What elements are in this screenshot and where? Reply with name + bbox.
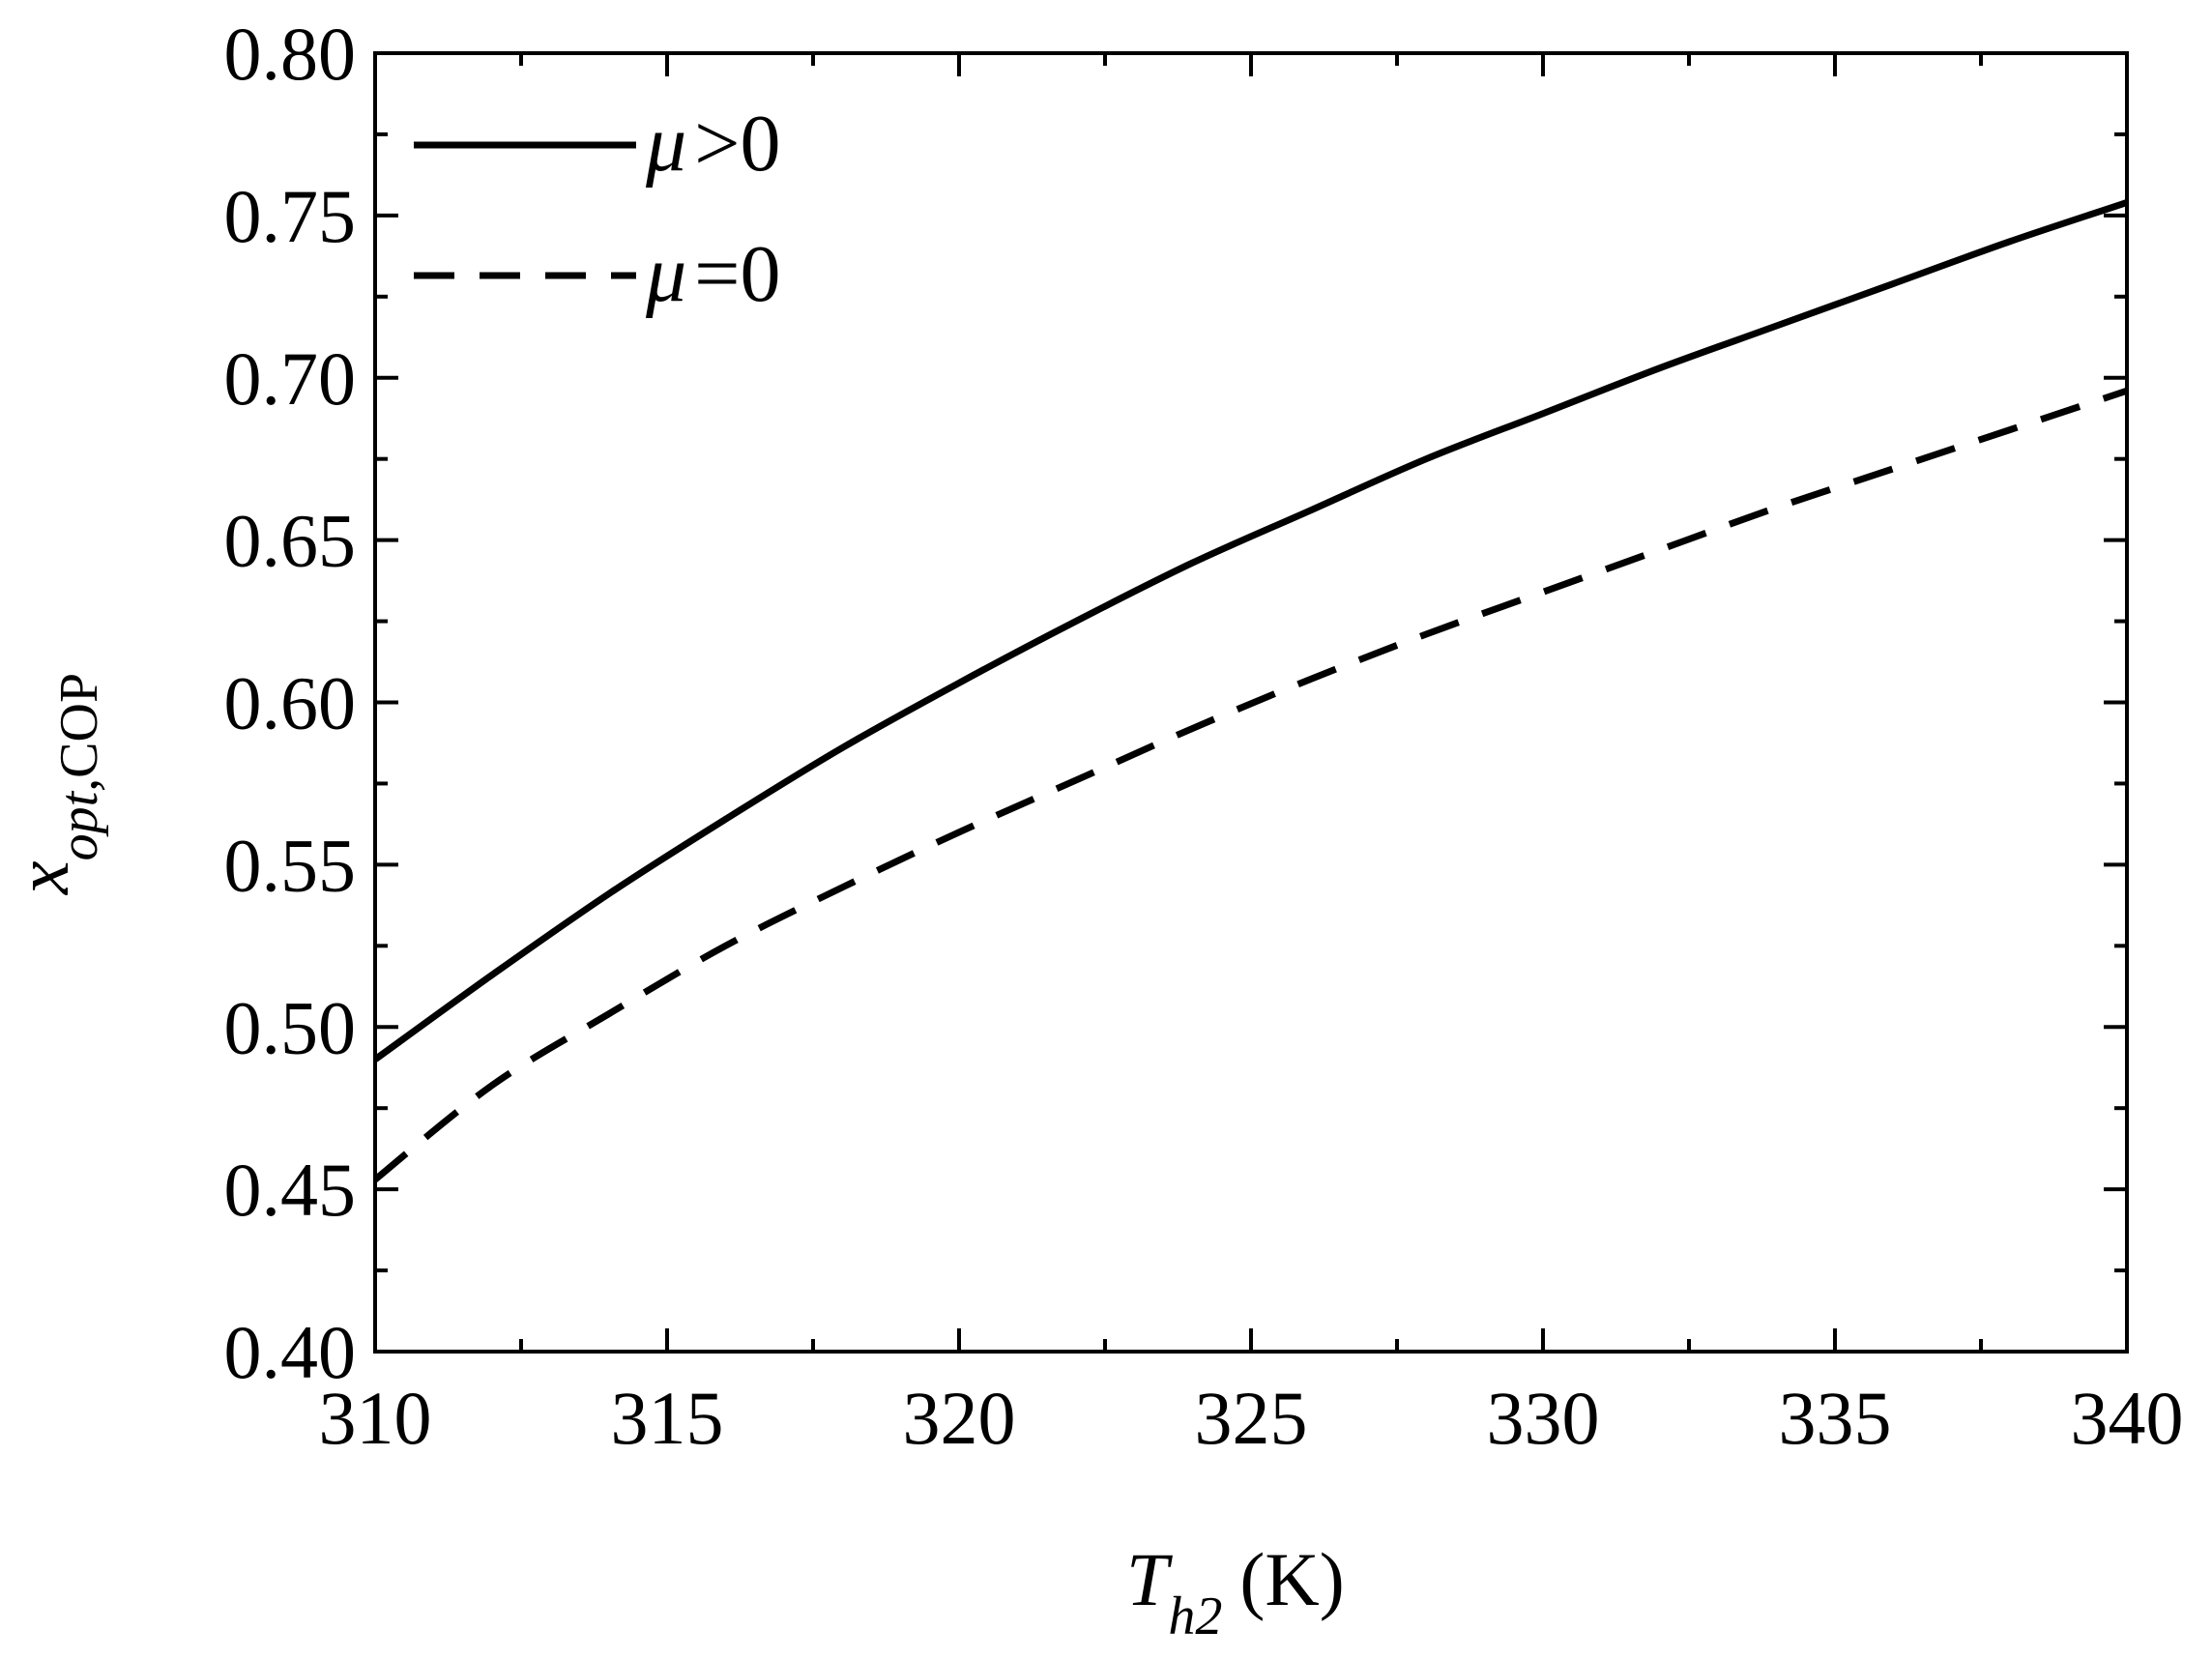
y-tick-label: 0.80 — [224, 12, 357, 96]
series-line-mu-zero — [372, 387, 2129, 1182]
series-line-mu-positive — [372, 199, 2129, 1063]
axis-ticks — [373, 51, 2129, 1354]
tick-labels: 310 315 320 325 330 335 340 0.40 0.45 0.50 0.55 0.6… — [224, 12, 2184, 1460]
legend-label-mu-positive: μ>0 — [645, 99, 781, 189]
y-tick-label: 0.50 — [224, 985, 357, 1069]
plot-frame — [373, 51, 2129, 1354]
x-axis-title: Th2 (K) — [1126, 1537, 1345, 1646]
x-tick-label: 315 — [611, 1376, 724, 1460]
x-tick-label: 310 — [319, 1376, 432, 1460]
y-tick-label: 0.70 — [224, 336, 357, 421]
y-tick-label: 0.40 — [224, 1310, 357, 1394]
series-layer — [372, 199, 2129, 1182]
legend-label-mu-zero: μ=0 — [645, 229, 781, 319]
x-tick-label: 330 — [1487, 1376, 1600, 1460]
x-tick-label: 325 — [1195, 1376, 1308, 1460]
y-tick-label: 0.45 — [224, 1148, 357, 1232]
y-tick-label: 0.75 — [224, 174, 357, 258]
y-tick-label: 0.60 — [224, 661, 357, 745]
x-tick-label: 320 — [903, 1376, 1016, 1460]
legend: μ>0 μ=0 — [414, 99, 781, 319]
y-tick-label: 0.55 — [224, 823, 357, 907]
y-tick-label: 0.65 — [224, 499, 357, 583]
y-axis-title: xopt,COP — [0, 673, 109, 895]
x-tick-label: 335 — [1779, 1376, 1892, 1460]
x-tick-label: 340 — [2071, 1376, 2184, 1460]
